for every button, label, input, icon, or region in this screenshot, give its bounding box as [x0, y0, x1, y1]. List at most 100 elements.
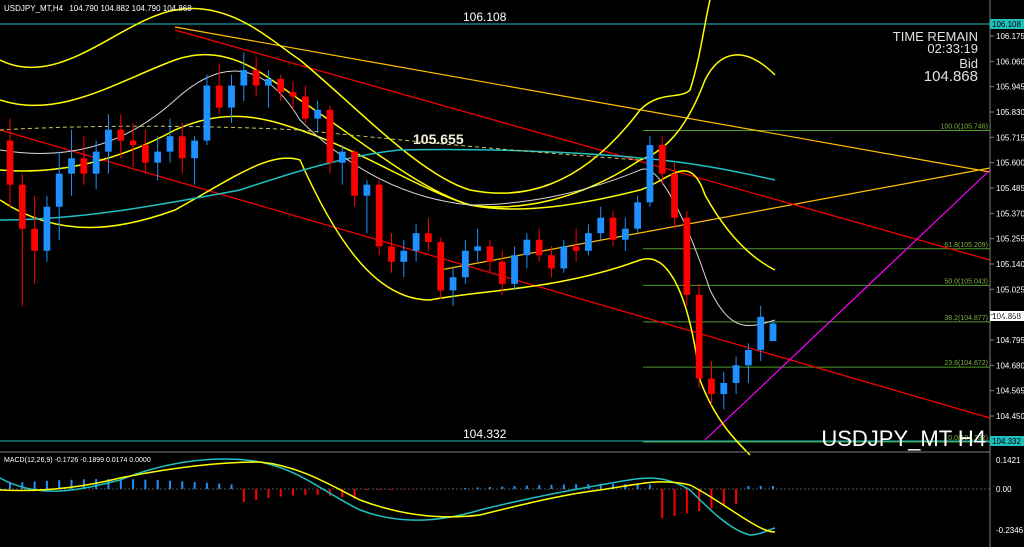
candle-body[interactable]: [363, 184, 371, 196]
red-channel-lower[interactable]: [0, 129, 991, 419]
candle-body[interactable]: [351, 151, 358, 196]
candle-body[interactable]: [68, 158, 75, 174]
price-axis[interactable]: 106.108 104.868 104.332 106.175 106.060 10…: [989, 0, 1024, 547]
candle-body[interactable]: [400, 250, 408, 262]
candle-body[interactable]: [745, 349, 752, 366]
candle-body[interactable]: [166, 136, 174, 152]
macd-bar: [205, 482, 208, 489]
candle-body[interactable]: [461, 250, 469, 278]
high-price-tag-bg: [990, 19, 1024, 29]
trend-lines[interactable]: [0, 26, 991, 441]
candle-body[interactable]: [154, 151, 162, 163]
candle-body[interactable]: [141, 145, 149, 163]
candle-body[interactable]: [228, 85, 235, 108]
candle-body[interactable]: [646, 145, 654, 203]
candle-body[interactable]: [240, 70, 248, 86]
macd-bar: [255, 489, 258, 500]
candle-body[interactable]: [375, 184, 383, 247]
gold-trendline-bottom[interactable]: [439, 167, 991, 271]
candle-body[interactable]: [412, 233, 420, 251]
candle-body[interactable]: [757, 316, 765, 350]
candle-body[interactable]: [449, 277, 457, 291]
candle-body[interactable]: [215, 85, 223, 108]
candle-body[interactable]: [277, 78, 285, 93]
candle-body[interactable]: [732, 365, 740, 383]
macd-label: MACD(12,26,9) -0.1726 -0.1899 0.0174 0.0…: [4, 457, 151, 464]
candle-body[interactable]: [498, 261, 506, 284]
macd-bar: [168, 480, 171, 489]
candle-body[interactable]: [621, 228, 629, 240]
macd-bar: [132, 479, 135, 489]
macd-bar: [242, 489, 245, 502]
candle-body[interactable]: [437, 241, 445, 291]
candle-body[interactable]: [535, 239, 543, 256]
macd-tick-label: 0.1421: [996, 456, 1021, 465]
candle-body[interactable]: [597, 217, 605, 234]
macd-bar: [45, 480, 48, 489]
macd-bar: [722, 489, 725, 507]
candle-body[interactable]: [708, 378, 715, 394]
macd-signal-line: [0, 461, 776, 533]
candle-body[interactable]: [92, 151, 100, 174]
candle-body[interactable]: [486, 246, 494, 262]
macd-bar: [772, 486, 774, 489]
price-tick-label: 105.255: [996, 235, 1024, 244]
candle-body[interactable]: [560, 246, 568, 269]
candle-body[interactable]: [191, 140, 198, 159]
gold-trendline-top[interactable]: [174, 26, 991, 173]
horizontal-levels[interactable]: [0, 23, 990, 442]
candle-body[interactable]: [326, 109, 334, 163]
macd-bar: [759, 486, 762, 489]
candle-body[interactable]: [178, 136, 186, 159]
macd-bar: [82, 479, 85, 489]
moving-average-white: [0, 70, 776, 326]
candle-body[interactable]: [425, 233, 432, 242]
price-tick-label: 104.680: [996, 361, 1024, 370]
price-tick-label: 104.565: [996, 387, 1024, 396]
candle-body[interactable]: [289, 92, 297, 97]
macd-bar: [181, 481, 184, 489]
candle-body[interactable]: [474, 246, 482, 251]
macd-tick-label: 0.00: [996, 485, 1012, 494]
candle-body[interactable]: [388, 246, 395, 262]
macd-bar: [661, 489, 664, 519]
candle-body[interactable]: [301, 96, 309, 119]
candle-body[interactable]: [252, 70, 260, 86]
candle-body[interactable]: [769, 323, 777, 342]
candle-body[interactable]: [129, 140, 137, 146]
candle-body[interactable]: [6, 140, 14, 185]
candle-body[interactable]: [105, 129, 112, 152]
candle-body[interactable]: [265, 78, 272, 86]
magenta-trendline[interactable]: [704, 169, 991, 441]
candle-body[interactable]: [658, 145, 666, 174]
candle-body[interactable]: [572, 246, 580, 251]
candle-body[interactable]: [43, 206, 51, 251]
candle-body[interactable]: [720, 382, 728, 394]
candle-body[interactable]: [671, 173, 678, 218]
candles[interactable]: [6, 52, 777, 410]
candle-body[interactable]: [80, 158, 88, 174]
candle-body[interactable]: [511, 255, 518, 284]
candle-body[interactable]: [18, 184, 26, 229]
macd-panel[interactable]: MACD(12,26,9) -0.1726 -0.1899 0.0174 0.0…: [0, 456, 1024, 536]
candle-body[interactable]: [338, 151, 346, 163]
candle-body[interactable]: [609, 217, 617, 240]
bollinger-lower: [0, 115, 776, 271]
macd-bar: [378, 489, 381, 490]
low-price-tag: 104.332: [992, 437, 1021, 446]
candle-body[interactable]: [548, 255, 555, 269]
candle-body[interactable]: [314, 109, 322, 119]
candle-body[interactable]: [695, 294, 703, 379]
candle-body[interactable]: [523, 239, 531, 256]
candle-body[interactable]: [31, 228, 38, 251]
candle-body[interactable]: [634, 202, 642, 229]
macd-bar: [550, 484, 553, 489]
candle-body[interactable]: [117, 129, 125, 141]
candle-body[interactable]: [55, 173, 63, 207]
fib-level-label: 0.0(104.332): [948, 435, 988, 442]
macd-bar: [402, 489, 405, 490]
candle-body[interactable]: [683, 217, 691, 295]
candle-body[interactable]: [585, 233, 592, 251]
candle-body[interactable]: [203, 85, 211, 141]
